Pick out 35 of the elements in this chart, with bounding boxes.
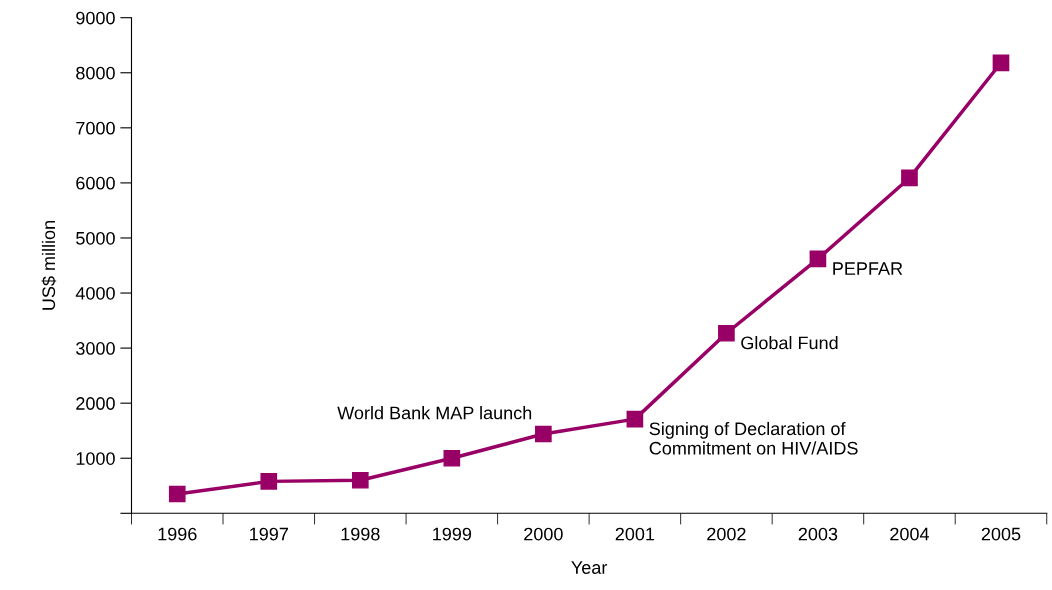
point xyxy=(535,425,552,443)
point xyxy=(260,473,278,490)
point xyxy=(351,471,369,489)
x-tick-label: 2002 xyxy=(707,527,746,541)
annotation: PEPFAR xyxy=(833,262,903,275)
y-tick-label: 3000 xyxy=(76,342,115,355)
x-tick-label: 1999 xyxy=(433,527,472,541)
y-tick-label: 9000 xyxy=(76,11,115,25)
y-tick-label: 2000 xyxy=(76,397,115,410)
x-tick-label: 2005 xyxy=(981,527,1021,541)
x-tick-label: 2000 xyxy=(524,527,563,541)
x-tick-label: 1998 xyxy=(341,527,380,541)
point xyxy=(809,250,827,268)
y-tick-label: 6000 xyxy=(76,176,115,190)
y-axis-title: US$ million xyxy=(41,221,57,310)
x-tick-label: 2001 xyxy=(615,527,655,541)
point xyxy=(168,485,186,503)
point xyxy=(901,169,918,187)
x-tick-label: 1996 xyxy=(158,527,197,541)
annotation: Global Fund xyxy=(741,336,838,350)
y-tick-label: 8000 xyxy=(76,66,115,80)
point xyxy=(718,324,735,342)
annotation: World Bank MAP launch xyxy=(337,406,532,420)
point xyxy=(626,410,644,428)
y-tick-label: 4000 xyxy=(75,286,115,300)
x-tick-label: 2004 xyxy=(890,527,930,541)
point xyxy=(992,54,1010,72)
annotation: Signing of Declaration of Commitment on HIV/AIDS xyxy=(649,421,858,455)
y-tick-label: 1000 xyxy=(76,452,115,465)
x-tick-label: 1997 xyxy=(250,527,288,541)
x-tick-label: 2003 xyxy=(798,527,838,541)
point xyxy=(443,449,461,467)
y-tick-label: 5000 xyxy=(76,231,115,245)
y-tick-label: 7000 xyxy=(76,121,115,135)
x-axis-title: Year xyxy=(571,561,608,574)
